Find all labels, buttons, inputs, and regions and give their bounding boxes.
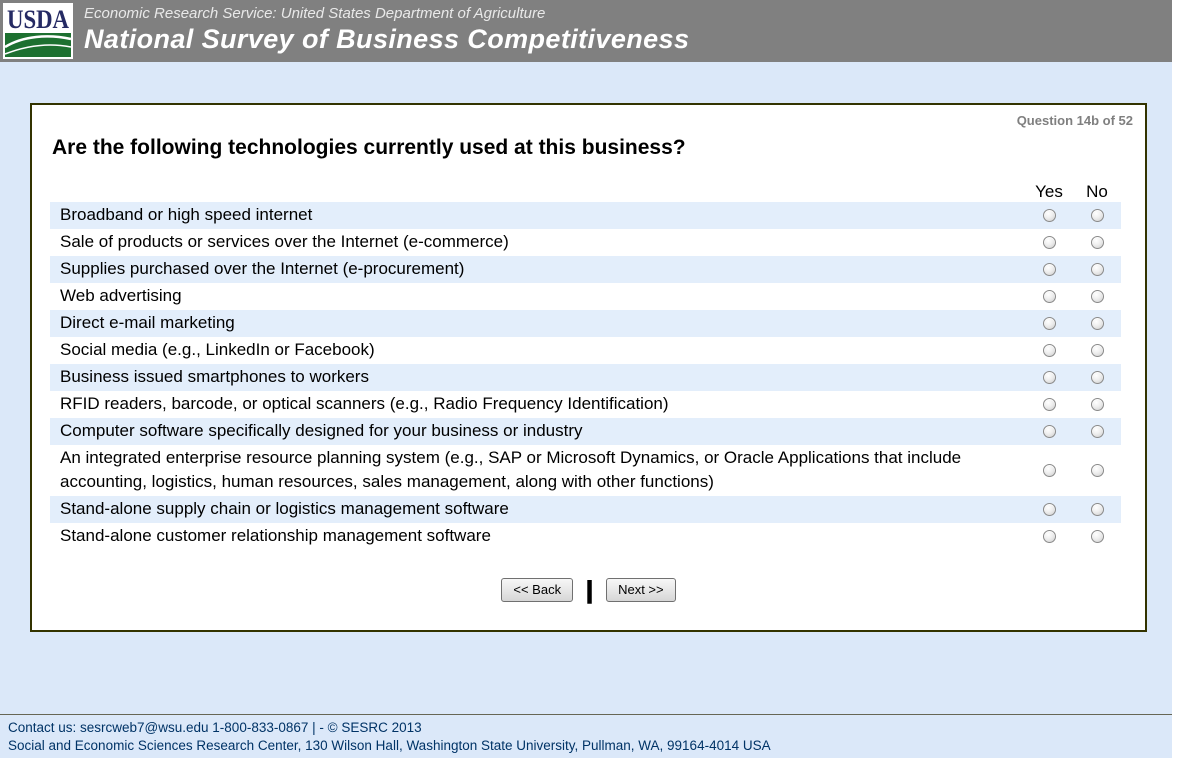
- yes-radio-cell: [1025, 530, 1073, 543]
- yes-radio-cell: [1025, 290, 1073, 303]
- banner: USDA Economic Research Service: United S…: [0, 0, 1172, 62]
- column-header-no: No: [1086, 182, 1108, 201]
- survey-title: National Survey of Business Competitiven…: [84, 24, 690, 54]
- radio-no[interactable]: [1090, 209, 1104, 222]
- no-radio-cell: [1073, 464, 1121, 477]
- footer-address-line: Social and Economic Sciences Research Ce…: [8, 738, 771, 753]
- radio-yes[interactable]: [1042, 503, 1056, 516]
- radio-yes[interactable]: [1042, 425, 1056, 438]
- radio-yes[interactable]: [1042, 344, 1056, 357]
- radio-yes[interactable]: [1042, 398, 1056, 411]
- column-header-yes: Yes: [1035, 182, 1063, 201]
- radio-no[interactable]: [1090, 398, 1104, 411]
- no-radio-cell: [1073, 317, 1121, 330]
- table-row: Computer software specifically designed …: [50, 418, 1121, 445]
- radio-no[interactable]: [1090, 344, 1104, 357]
- usda-logo-icon: USDA: [3, 3, 73, 59]
- no-radio-cell: [1073, 236, 1121, 249]
- radio-yes[interactable]: [1042, 464, 1056, 477]
- table-row: RFID readers, barcode, or optical scanne…: [50, 391, 1121, 418]
- radio-yes[interactable]: [1042, 317, 1056, 330]
- table-row: Direct e-mail marketing: [50, 310, 1121, 337]
- no-radio-cell: [1073, 530, 1121, 543]
- radio-yes[interactable]: [1042, 371, 1056, 384]
- question-counter: Question 14b of 52: [1016, 113, 1133, 128]
- row-label: Sale of products or services over the In…: [60, 232, 509, 251]
- no-radio-cell: [1073, 209, 1121, 222]
- radio-no[interactable]: [1090, 425, 1104, 438]
- usda-logo-text: USDA: [7, 5, 69, 34]
- table-row: Stand-alone customer relationship manage…: [50, 523, 1121, 550]
- table-row: Web advertising: [50, 283, 1121, 310]
- technology-table: Yes No Broadband or high speed internet …: [50, 182, 1121, 550]
- radio-no[interactable]: [1090, 290, 1104, 303]
- radio-yes[interactable]: [1042, 209, 1056, 222]
- table-row: Sale of products or services over the In…: [50, 229, 1121, 256]
- radio-yes[interactable]: [1042, 263, 1056, 276]
- radio-no[interactable]: [1090, 530, 1104, 543]
- table-row: An integrated enterprise resource planni…: [50, 445, 1121, 496]
- yes-radio-cell: [1025, 263, 1073, 276]
- no-radio-cell: [1073, 503, 1121, 516]
- row-label: Broadband or high speed internet: [60, 205, 313, 224]
- no-radio-cell: [1073, 398, 1121, 411]
- row-label: Supplies purchased over the Internet (e-…: [60, 259, 465, 278]
- yes-radio-cell: [1025, 371, 1073, 384]
- question-box: Question 14b of 52 Are the following tec…: [30, 103, 1147, 632]
- radio-no[interactable]: [1090, 371, 1104, 384]
- row-label: Web advertising: [60, 286, 182, 305]
- yes-radio-cell: [1025, 236, 1073, 249]
- logo-swoosh-upper: [4, 35, 72, 49]
- yes-radio-cell: [1025, 209, 1073, 222]
- row-label: An integrated enterprise resource planni…: [60, 448, 962, 491]
- no-radio-cell: [1073, 344, 1121, 357]
- no-radio-cell: [1073, 263, 1121, 276]
- yes-radio-cell: [1025, 503, 1073, 516]
- row-label: Stand-alone supply chain or logistics ma…: [60, 499, 509, 518]
- radio-yes[interactable]: [1042, 290, 1056, 303]
- radio-no[interactable]: [1090, 236, 1104, 249]
- table-row: Broadband or high speed internet: [50, 202, 1121, 229]
- yes-radio-cell: [1025, 344, 1073, 357]
- no-radio-cell: [1073, 371, 1121, 384]
- navigation-row: << Back | Next >>: [32, 576, 1145, 604]
- radio-yes[interactable]: [1042, 530, 1056, 543]
- back-button[interactable]: << Back: [501, 578, 574, 602]
- next-button[interactable]: Next >>: [606, 578, 676, 602]
- yes-radio-cell: [1025, 464, 1073, 477]
- radio-no[interactable]: [1090, 464, 1104, 477]
- yes-radio-cell: [1025, 425, 1073, 438]
- table-rows: Broadband or high speed internet Sale of…: [50, 202, 1121, 550]
- row-label: RFID readers, barcode, or optical scanne…: [60, 394, 669, 413]
- radio-no[interactable]: [1090, 503, 1104, 516]
- table-row: Business issued smartphones to workers: [50, 364, 1121, 391]
- agency-line: Economic Research Service: United States…: [84, 5, 546, 22]
- button-separator: |: [584, 576, 595, 604]
- no-radio-cell: [1073, 290, 1121, 303]
- radio-no[interactable]: [1090, 263, 1104, 276]
- row-label: Business issued smartphones to workers: [60, 367, 369, 386]
- radio-no[interactable]: [1090, 317, 1104, 330]
- logo-swoosh-lower: [4, 44, 72, 55]
- table-row: Social media (e.g., LinkedIn or Facebook…: [50, 337, 1121, 364]
- banner-text: Economic Research Service: United States…: [0, 0, 1172, 55]
- table-row: Supplies purchased over the Internet (e-…: [50, 256, 1121, 283]
- row-label: Social media (e.g., LinkedIn or Facebook…: [60, 340, 375, 359]
- content-area: Question 14b of 52 Are the following tec…: [0, 62, 1172, 714]
- usda-logo: USDA: [3, 3, 73, 59]
- table-row: Stand-alone supply chain or logistics ma…: [50, 496, 1121, 523]
- column-spacer: [50, 182, 1025, 202]
- yes-radio-cell: [1025, 398, 1073, 411]
- row-label: Computer software specifically designed …: [60, 421, 583, 440]
- row-label: Direct e-mail marketing: [60, 313, 235, 332]
- radio-yes[interactable]: [1042, 236, 1056, 249]
- yes-radio-cell: [1025, 317, 1073, 330]
- row-label: Stand-alone customer relationship manage…: [60, 526, 491, 545]
- question-title: Are the following technologies currently…: [52, 136, 686, 159]
- footer: Contact us: sesrcweb7@wsu.edu 1-800-833-…: [0, 714, 1172, 758]
- footer-contact-line: Contact us: sesrcweb7@wsu.edu 1-800-833-…: [8, 720, 422, 735]
- column-header-row: Yes No: [50, 182, 1121, 202]
- no-radio-cell: [1073, 425, 1121, 438]
